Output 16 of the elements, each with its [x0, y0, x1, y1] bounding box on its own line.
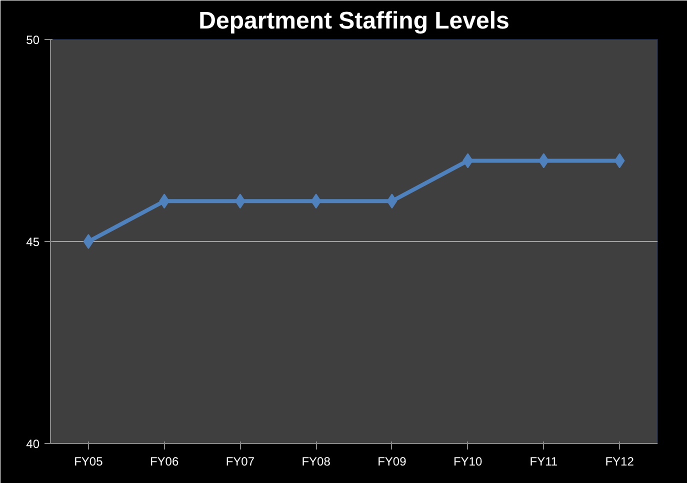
x-tick-label: FY07	[226, 454, 255, 468]
point	[310, 194, 322, 209]
x-tick-label: FY05	[74, 454, 104, 468]
x-tick-label: FY12	[605, 454, 634, 468]
point	[386, 194, 398, 209]
x-tick-label: FY09	[378, 454, 407, 468]
point	[614, 153, 625, 168]
y-tick-label: 45	[26, 235, 40, 249]
point	[83, 234, 94, 249]
x-tick-label: FY08	[302, 454, 331, 468]
y-tick-label: 40	[26, 437, 40, 451]
y-tick-label: 50	[26, 33, 40, 47]
x-tick-label: FY06	[150, 454, 179, 468]
x-tick-label: FY11	[530, 454, 558, 468]
x-tick-label: FY10	[453, 454, 482, 468]
chart-title: Department Staffing Levels	[198, 8, 510, 34]
